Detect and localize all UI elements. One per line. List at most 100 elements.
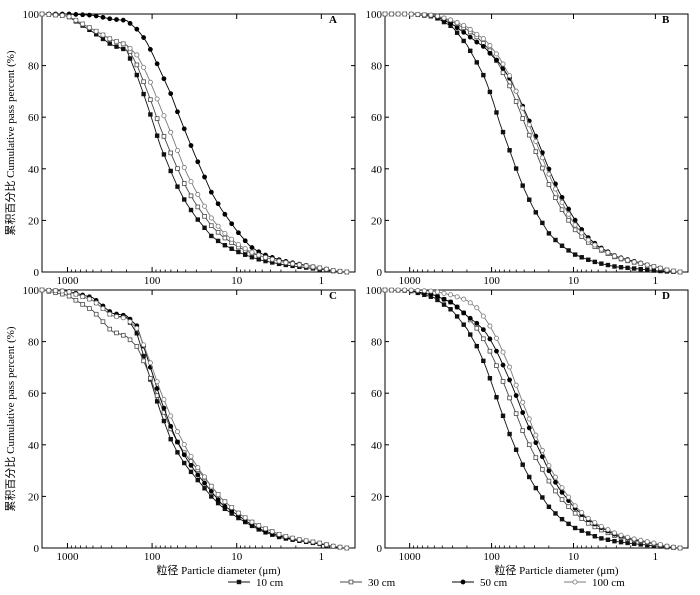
- series-100cm-point: [181, 165, 187, 171]
- y-tick-label: 60: [371, 388, 383, 400]
- series-100cm-point: [107, 36, 113, 42]
- series-10cm-point: [188, 469, 194, 475]
- series-50cm-point: [474, 39, 480, 45]
- series-30cm-point: [533, 149, 539, 154]
- series-100cm-point: [86, 296, 92, 302]
- series-10cm-point: [121, 46, 126, 52]
- series-10cm-point: [592, 534, 598, 539]
- series-100cm-point: [533, 138, 539, 144]
- series-50cm-point: [215, 497, 221, 503]
- panel-d: 0 20 40 60 80 100 1000 100 10 1 D 粒径 Particle diame…: [366, 285, 689, 577]
- series-100cm-point: [625, 534, 631, 540]
- series-10cm-point: [168, 168, 173, 174]
- series-10cm-line: [41, 13, 347, 273]
- series-100cm-point: [461, 22, 467, 28]
- series-10cm-point: [256, 257, 261, 262]
- series-10cm-point: [148, 112, 153, 117]
- series-10cm-point: [202, 486, 207, 491]
- series-100cm-point: [415, 11, 421, 17]
- series-30cm-point: [546, 478, 552, 484]
- series-100cm-point: [487, 323, 493, 329]
- series-100cm-point: [80, 21, 86, 27]
- series-50cm-point: [175, 109, 180, 115]
- series-100cm-point: [585, 515, 591, 521]
- series-100cm-point: [572, 503, 578, 509]
- series-30cm-point: [559, 497, 565, 502]
- series-10cm-point: [527, 474, 532, 480]
- series-30cm-point: [494, 363, 499, 368]
- series-10cm-point: [605, 262, 611, 268]
- series-100cm: [382, 11, 683, 275]
- series-100cm-point: [526, 416, 532, 422]
- series-50cm: [39, 287, 350, 551]
- series-100cm-point: [100, 306, 106, 312]
- series-10cm-point: [579, 255, 584, 260]
- series-100cm-line: [41, 289, 347, 549]
- series-100cm-point: [408, 287, 414, 293]
- series-100cm-point: [677, 545, 683, 551]
- series-100cm-point: [585, 237, 591, 243]
- series-100cm-point: [579, 230, 585, 236]
- x-tick-label: 1000: [56, 275, 79, 287]
- series-30cm-point: [215, 229, 221, 235]
- series-50cm-point: [222, 503, 228, 509]
- series-30cm-point: [520, 116, 525, 121]
- legend: 10 cm 30 cm 50 cm 100 cm: [228, 577, 625, 589]
- y-tick-label: 0: [34, 267, 40, 279]
- series-100cm-point: [107, 311, 113, 317]
- series-100cm-point: [513, 382, 519, 388]
- series-10cm: [382, 287, 683, 551]
- series-10cm-point: [182, 197, 187, 202]
- series-100cm-point: [402, 11, 408, 17]
- legend-marker: [348, 579, 354, 585]
- legend-item: 100 cm: [564, 577, 625, 589]
- series-100cm-point: [222, 499, 228, 505]
- series-30cm-point: [572, 510, 578, 516]
- x-tick-label: 1: [319, 275, 325, 287]
- series-50cm-point: [168, 423, 174, 429]
- series-100cm-point: [114, 38, 120, 44]
- series-100cm-point: [317, 265, 323, 271]
- series-10cm-point: [638, 266, 643, 272]
- series-50cm-point: [73, 12, 79, 17]
- series-100cm: [382, 287, 683, 551]
- plot-frame: [384, 13, 689, 273]
- series-10cm-point: [474, 343, 479, 349]
- y-tick-label: 100: [366, 9, 383, 21]
- series-100cm-point: [480, 313, 486, 319]
- series-50cm-point: [215, 201, 221, 207]
- series-30cm-point: [127, 337, 133, 343]
- series-30cm-point: [134, 62, 140, 68]
- series-100cm-point: [296, 537, 302, 543]
- series-30cm-line: [385, 13, 681, 273]
- series-10cm-point: [175, 184, 180, 189]
- plot-frame: [41, 289, 356, 549]
- series-10cm-point: [474, 60, 479, 65]
- series-100cm-point: [559, 485, 565, 491]
- series-30cm-point: [526, 132, 532, 138]
- y-tick-label: 100: [23, 285, 40, 297]
- series-50cm-point: [487, 336, 493, 342]
- series-100cm-point: [317, 540, 323, 546]
- series-100cm-point: [242, 246, 248, 252]
- series-100cm-point: [598, 523, 604, 529]
- series-100cm-point: [631, 536, 637, 542]
- plot-frame: [41, 13, 356, 273]
- series-100cm-point: [441, 290, 447, 296]
- series-10cm-point: [454, 314, 460, 319]
- panel-b: 0 20 40 60 80 100 1000 100 10 1 B: [366, 9, 689, 287]
- series-50cm-point: [487, 50, 493, 56]
- series-100cm-point: [276, 258, 282, 264]
- series-50cm-point: [168, 91, 174, 97]
- series-30cm-point: [481, 336, 486, 342]
- series-10cm-point: [487, 89, 493, 95]
- series-100cm-point: [546, 171, 552, 177]
- series-10cm-point: [481, 358, 486, 364]
- series-10cm-point: [202, 225, 207, 230]
- series-10cm-point: [134, 72, 140, 78]
- series-50cm-point: [539, 454, 545, 460]
- series-50cm-point: [175, 439, 180, 445]
- series-100cm-point: [552, 186, 558, 192]
- series-100cm-point: [611, 253, 617, 259]
- series-50cm-point: [242, 238, 248, 244]
